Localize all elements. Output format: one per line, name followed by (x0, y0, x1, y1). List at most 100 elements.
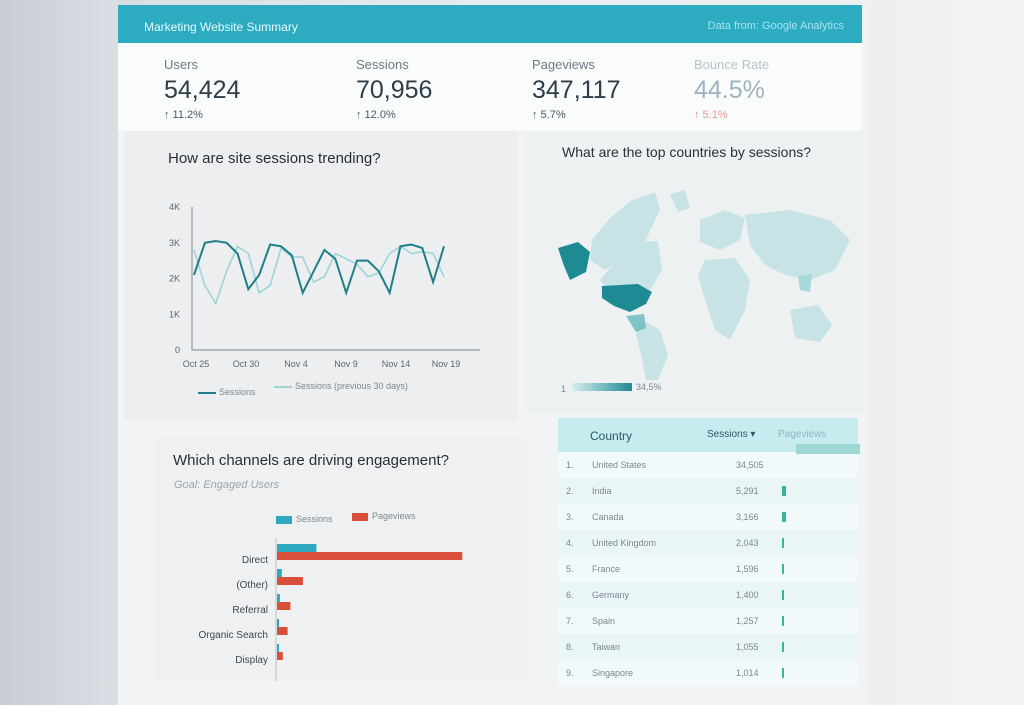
map-scale-bar (572, 383, 632, 391)
map-region-india[interactable] (798, 274, 812, 292)
table-row[interactable]: 6. Germany 1,400 (558, 582, 858, 608)
legend-previous-label: Sessions (previous 30 days) (295, 381, 409, 391)
report-title: Marketing Website Summary (144, 20, 298, 34)
sessions-trend-card (124, 131, 518, 421)
legend-sessions[interactable]: Sessions (198, 387, 256, 397)
table-row[interactable]: 2. India 5,291 (558, 478, 858, 504)
legend-channel-sessions-label: Sessions (296, 514, 333, 524)
bar-pageviews[interactable] (277, 627, 288, 635)
legend-previous-sessions[interactable]: Sessions (previous 30 days) (274, 381, 408, 391)
legend-channel-pageviews-label: Pageviews (372, 511, 416, 521)
bar-pageviews[interactable] (277, 602, 291, 610)
kpi-change: ↑ 11.2% (164, 109, 203, 121)
row-sessions: 1,014 (736, 668, 759, 678)
bar-sessions[interactable] (277, 569, 282, 577)
table-row[interactable]: 4. United Kingdom 2,043 (558, 530, 858, 556)
row-country: United Kingdom (592, 538, 657, 548)
bar-pageviews[interactable] (277, 552, 463, 560)
sessions-line-chart: 0 1K 2K 3K 4K Oct 25 Oct 30 Nov 4 Nov 9 Nov 14 Nov… (169, 202, 480, 369)
kpi-bounce-rate[interactable]: Bounce Rate 44.5% ↑ 5.1% (694, 57, 769, 121)
sessions-trend-title: How are site sessions trending? (168, 150, 381, 167)
x-tick-label: Nov 19 (432, 359, 461, 369)
row-sessions: 1,596 (736, 564, 759, 574)
kpi-label: Sessions (356, 57, 409, 72)
kpi-change: ↑ 5.1% (694, 109, 728, 121)
table-row[interactable]: 3. Canada 3,166 (558, 504, 858, 530)
legend-channel-pageviews[interactable]: Pageviews (352, 511, 416, 521)
kpi-value: 54,424 (164, 76, 241, 104)
map-region-mexico[interactable] (626, 314, 646, 332)
table-row[interactable]: 8. Taiwan 1,055 (558, 634, 858, 660)
pageviews-bar (782, 590, 784, 600)
table-row[interactable]: 7. Spain 1,257 (558, 608, 858, 634)
legend-line-current (198, 391, 216, 394)
row-country: Canada (592, 512, 624, 522)
category-label: Direct (242, 555, 268, 566)
y-tick-label: 2K (169, 274, 180, 284)
y-tick-label: 0 (175, 345, 180, 355)
bar-sessions[interactable] (277, 644, 279, 652)
row-sessions: 34,505 (736, 460, 764, 470)
kpi-pageviews[interactable]: Pageviews 347,117 ↑ 5.7% (532, 57, 621, 121)
map-region-alaska[interactable] (558, 242, 590, 280)
kpi-change: ↑ 5.7% (532, 109, 566, 121)
kpi-scorecards: Users 54,424 ↑ 11.2% Sessions 70,956 ↑ 1… (118, 43, 862, 131)
series-line-previous[interactable] (193, 245, 445, 306)
bar-sessions[interactable] (277, 594, 280, 602)
pageviews-bar (782, 564, 784, 574)
series-line-sessions[interactable] (193, 239, 445, 297)
legend-swatch-sessions (276, 515, 292, 524)
row-rank: 4. (566, 538, 574, 548)
table-row[interactable]: 5. France 1,596 (558, 556, 858, 582)
row-country: Germany (592, 590, 630, 600)
column-country[interactable]: Country (590, 429, 633, 443)
row-rank: 6. (566, 590, 574, 600)
map-scale-min: 1 (561, 384, 567, 394)
row-country: India (592, 486, 612, 496)
kpi-label: Pageviews (532, 57, 595, 72)
y-tick-label: 1K (169, 309, 180, 319)
row-country: United States (592, 460, 647, 470)
data-source-label: Data from: Google Analytics (707, 20, 844, 32)
bar-pageviews[interactable] (277, 577, 303, 585)
kpi-users[interactable]: Users 54,424 ↑ 11.2% (164, 57, 240, 121)
row-sessions: 5,291 (736, 486, 759, 496)
world-map[interactable] (550, 180, 860, 380)
category-label: Referral (232, 605, 268, 616)
kpi-value: 44.5% (694, 76, 765, 104)
kpi-value: 347,117 (532, 76, 621, 104)
row-country: Taiwan (592, 642, 621, 652)
kpi-value: 70,956 (356, 76, 433, 104)
legend-channel-sessions[interactable]: Sessions (276, 514, 333, 524)
row-rank: 5. (566, 564, 574, 574)
channels-subtitle: Goal: Engaged Users (174, 479, 280, 491)
bar-sessions[interactable] (277, 544, 317, 552)
pageviews-bar (782, 486, 786, 496)
pageviews-bar (782, 668, 784, 678)
y-tick-label: 4K (169, 202, 180, 212)
x-tick-label: Oct 25 (183, 359, 210, 369)
pageviews-bar (782, 512, 786, 522)
category-label: Display (235, 655, 268, 666)
x-tick-label: Nov 4 (284, 359, 308, 369)
table-row[interactable]: 1. United States 34,505 (558, 444, 860, 478)
column-sessions[interactable]: Sessions ▾ (707, 429, 756, 440)
kpi-label: Users (164, 57, 198, 72)
category-label: Organic Search (199, 630, 268, 641)
channels-title: Which channels are driving engagement? (173, 452, 449, 469)
legend-line-previous (274, 385, 292, 388)
kpi-sessions[interactable]: Sessions 70,956 ↑ 12.0% (356, 57, 432, 121)
map-region-united-states[interactable] (602, 284, 652, 312)
map-scale-max: 34,5% (636, 382, 662, 392)
bar-sessions[interactable] (277, 619, 279, 627)
row-rank: 8. (566, 642, 574, 652)
row-country: Spain (592, 616, 616, 626)
pageviews-bar (782, 616, 784, 626)
row-rank: 3. (566, 512, 574, 522)
row-sessions: 1,400 (736, 590, 759, 600)
table-row[interactable]: 9. Singapore 1,014 (558, 660, 858, 686)
x-tick-label: Nov 14 (382, 359, 411, 369)
bar-pageviews[interactable] (277, 652, 283, 660)
column-pageviews[interactable]: Pageviews (778, 429, 827, 440)
pageviews-bar (782, 538, 784, 548)
